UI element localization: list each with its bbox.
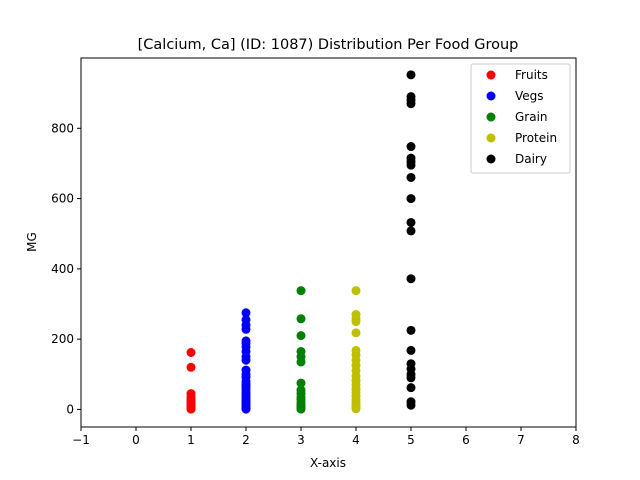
legend-marker-vegs	[486, 91, 496, 101]
point-dairy-11	[406, 226, 416, 236]
point-dairy-7	[406, 160, 416, 170]
legend-label-protein: Protein	[515, 131, 557, 145]
legend-label-grain: Grain	[515, 110, 548, 124]
point-dairy-0	[406, 70, 416, 80]
x-tick-label-9: 8	[572, 433, 580, 447]
legend: Fruits Vegs Grain Protein Dairy	[470, 63, 571, 174]
legend-marker-protein	[486, 133, 496, 143]
x-tick-label-0: −1	[72, 433, 90, 447]
x-tick-label-1: 0	[132, 433, 140, 447]
point-dairy-9	[406, 194, 416, 204]
y-tick-label-3: 600	[51, 192, 74, 206]
point-dairy-4	[406, 142, 416, 152]
point-grain-15	[296, 404, 306, 414]
point-fruits-0	[186, 347, 196, 357]
data-points	[186, 70, 416, 414]
legend-marker-grain	[486, 112, 496, 122]
point-protein-4	[351, 328, 361, 338]
y-axis-ticks: 0 200 400 600 800	[51, 121, 81, 416]
point-vegs-3	[241, 324, 251, 334]
legend-marker-dairy	[486, 154, 496, 164]
point-protein-3	[351, 317, 361, 327]
point-fruits-13	[186, 404, 196, 414]
x-tick-label-3: 2	[242, 433, 250, 447]
x-tick-label-6: 5	[407, 433, 415, 447]
point-protein-0	[351, 286, 361, 296]
point-dairy-14	[406, 345, 416, 355]
point-grain-2	[296, 331, 306, 341]
y-axis-label: MG	[25, 232, 39, 252]
legend-label-vegs: Vegs	[515, 89, 544, 103]
y-tick-label-1: 200	[51, 332, 74, 346]
point-dairy-8	[406, 172, 416, 182]
point-dairy-19	[406, 383, 416, 393]
legend-box	[470, 63, 571, 174]
point-dairy-3	[406, 99, 416, 109]
point-dairy-12	[406, 274, 416, 284]
x-tick-label-2: 1	[187, 433, 195, 447]
point-fruits-1	[186, 362, 196, 372]
legend-label-fruits: Fruits	[515, 68, 548, 82]
point-dairy-21	[406, 400, 416, 410]
point-dairy-18	[406, 373, 416, 383]
point-grain-5	[296, 357, 306, 367]
x-tick-label-8: 7	[517, 433, 525, 447]
point-grain-6	[296, 378, 306, 388]
point-dairy-10	[406, 217, 416, 227]
legend-label-dairy: Dairy	[515, 152, 547, 166]
chart-title: [Calcium, Ca] (ID: 1087) Distribution Pe…	[138, 37, 519, 53]
point-vegs-28	[241, 404, 251, 414]
y-tick-label-2: 400	[51, 262, 74, 276]
x-axis-ticks: −1 0 1 2 3 4 5 6 7 8	[72, 427, 580, 447]
plot-frame	[80, 57, 577, 428]
legend-marker-fruits	[486, 70, 496, 80]
x-tick-label-5: 4	[352, 433, 360, 447]
point-vegs-0	[241, 308, 251, 318]
x-tick-label-7: 6	[462, 433, 470, 447]
y-tick-label-0: 0	[66, 402, 74, 416]
point-protein-20	[351, 404, 361, 414]
x-tick-label-4: 3	[297, 433, 305, 447]
point-grain-1	[296, 314, 306, 324]
point-vegs-9	[241, 355, 251, 365]
point-dairy-13	[406, 325, 416, 335]
y-tick-label-4: 800	[51, 121, 74, 135]
x-axis-label: X-axis	[310, 456, 346, 470]
point-grain-0	[296, 286, 306, 296]
